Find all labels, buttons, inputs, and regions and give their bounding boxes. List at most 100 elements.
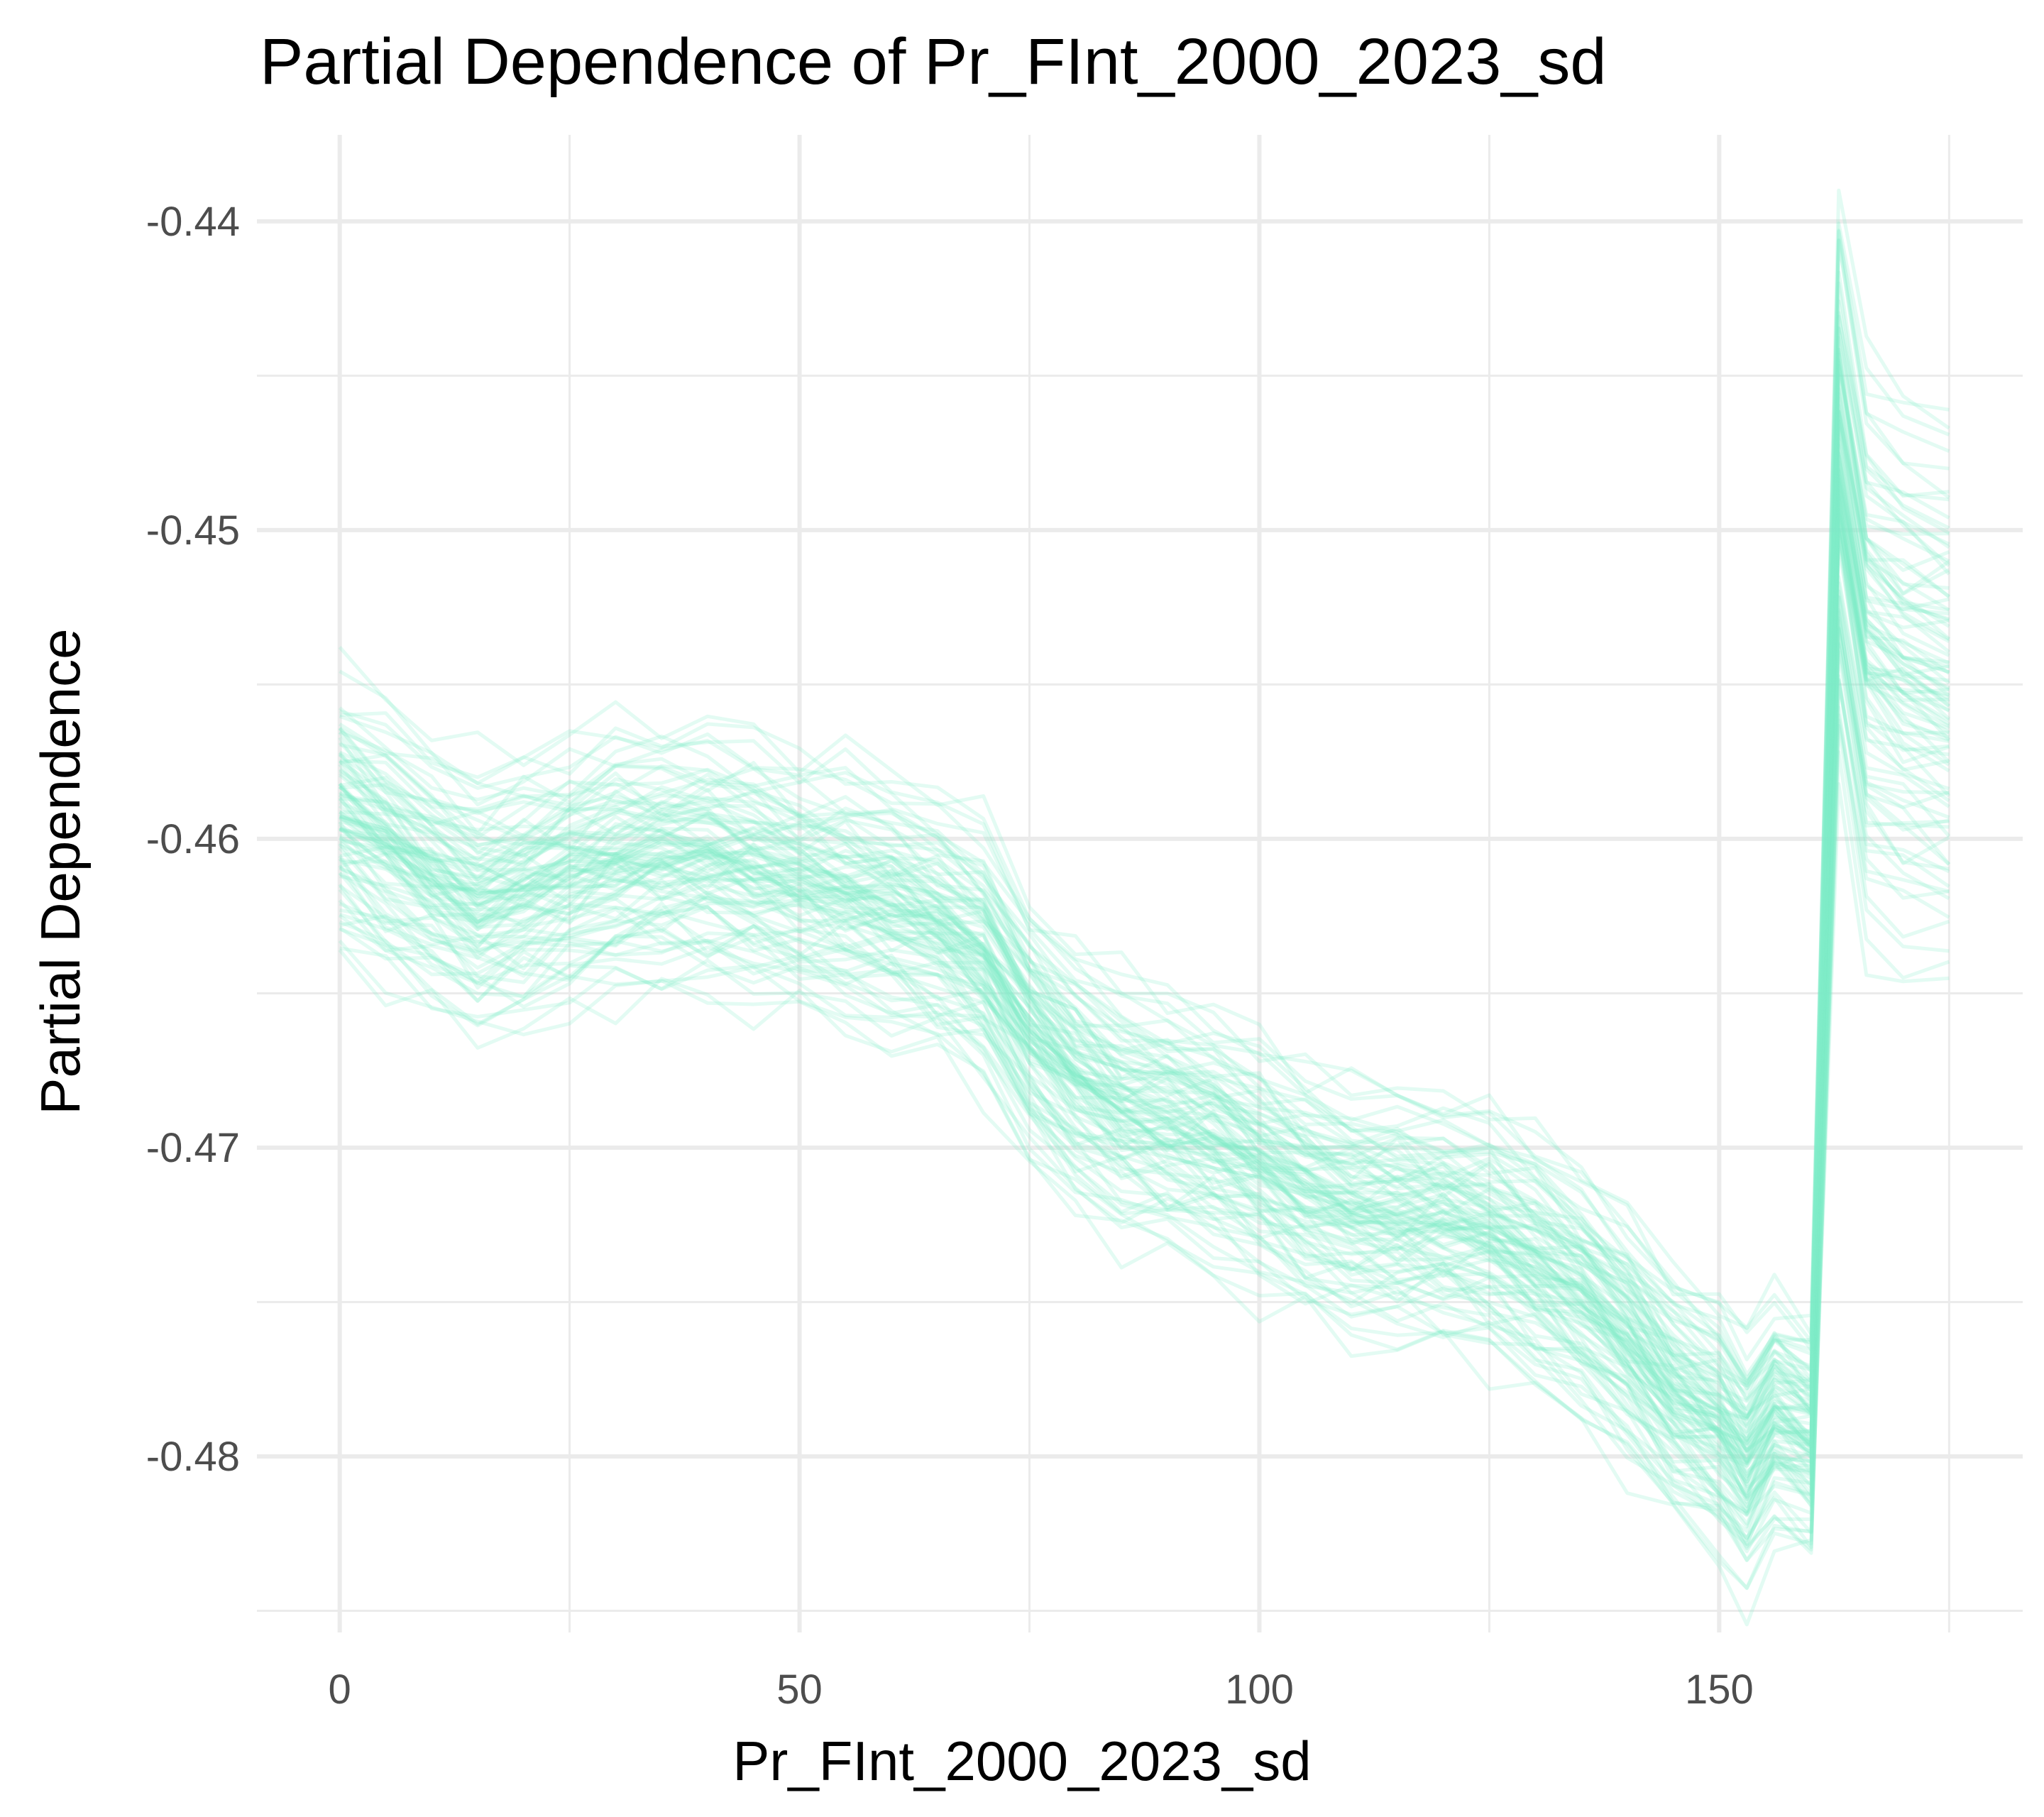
chart-title: Partial Dependence of Pr_FInt_2000_2023_… bbox=[260, 26, 1607, 98]
ice-curve-68 bbox=[339, 396, 1950, 1446]
ice-curve-38 bbox=[338, 493, 1950, 1508]
ice-curve-78 bbox=[339, 358, 1950, 1411]
ice-curve-57 bbox=[338, 463, 1950, 1443]
ice-curve-17 bbox=[338, 627, 1950, 1496]
ice-curve-53 bbox=[339, 454, 1950, 1464]
ice-curve-18 bbox=[339, 575, 1950, 1509]
ice-curve-54 bbox=[339, 478, 1950, 1446]
ice-curve-26 bbox=[339, 527, 1950, 1477]
y-axis-title: Partial Dependence bbox=[29, 628, 92, 1114]
ice-curve-89 bbox=[339, 299, 1950, 1385]
ice-curve-9 bbox=[339, 627, 1950, 1516]
ice-curve-31 bbox=[339, 529, 1950, 1491]
x-axis-tick-labels: 0 50 100 150 bbox=[328, 1667, 1753, 1713]
ice-curve-15 bbox=[338, 643, 1951, 1533]
ice-curve-64 bbox=[339, 451, 1950, 1421]
ice-curve-82 bbox=[338, 387, 1950, 1438]
ice-curve-88 bbox=[338, 326, 1950, 1420]
ice-curve-22 bbox=[339, 581, 1951, 1498]
ice-curve-8 bbox=[338, 679, 1950, 1540]
ice-curve-20 bbox=[339, 618, 1950, 1515]
ice-curve-97 bbox=[339, 221, 1950, 1336]
ice-curve-75 bbox=[339, 409, 1950, 1435]
ice-curve-10 bbox=[339, 674, 1950, 1554]
ice-curve-36 bbox=[339, 477, 1950, 1484]
x-tick-label-0: 0 bbox=[328, 1667, 351, 1713]
ice-curve-29 bbox=[339, 513, 1950, 1493]
ice-curve-72 bbox=[339, 404, 1950, 1420]
ice-curve-28 bbox=[338, 518, 1951, 1488]
ice-curve-42 bbox=[339, 493, 1950, 1484]
ice-curve-13 bbox=[339, 641, 1950, 1517]
ice-curve-23 bbox=[338, 589, 1950, 1505]
ice-curve-19 bbox=[339, 610, 1950, 1546]
ice-curve-67 bbox=[339, 438, 1950, 1419]
ice-curve-33 bbox=[339, 498, 1950, 1478]
ice-curve-14 bbox=[339, 608, 1950, 1526]
ice-curve-87 bbox=[339, 348, 1950, 1403]
ice-curve-61 bbox=[338, 415, 1950, 1456]
ice-curve-60 bbox=[339, 474, 1950, 1464]
ice-curve-90 bbox=[338, 326, 1950, 1388]
ice-curves bbox=[338, 188, 1951, 1627]
ice-curve-4 bbox=[339, 718, 1950, 1552]
ice-curve-83 bbox=[339, 336, 1950, 1390]
ice-curve-11 bbox=[339, 625, 1950, 1547]
ice-curve-27 bbox=[339, 536, 1950, 1513]
ice-curve-85 bbox=[338, 361, 1951, 1388]
ice-curve-76 bbox=[338, 373, 1950, 1428]
y-tick-label-3: -0.45 bbox=[146, 507, 240, 554]
ice-curve-56 bbox=[339, 441, 1950, 1464]
ice-curve-6 bbox=[338, 678, 1950, 1562]
ice-curve-66 bbox=[338, 426, 1950, 1421]
ice-curve-62 bbox=[338, 460, 1950, 1454]
ice-curve-86 bbox=[338, 311, 1950, 1388]
y-tick-label-1: -0.47 bbox=[146, 1125, 240, 1171]
ice-curve-84 bbox=[339, 363, 1950, 1400]
ice-curve-7 bbox=[339, 650, 1950, 1542]
ice-curve-92 bbox=[339, 314, 1950, 1398]
ice-curve-5 bbox=[339, 713, 1950, 1549]
ice-curve-65 bbox=[338, 419, 1950, 1434]
ice-curve-16 bbox=[338, 616, 1951, 1514]
ice-curve-43 bbox=[339, 512, 1950, 1466]
major-gridlines bbox=[257, 135, 2023, 1632]
ice-curve-21 bbox=[338, 595, 1950, 1529]
ice-curve-79 bbox=[339, 371, 1950, 1427]
y-tick-label-4: -0.44 bbox=[146, 199, 240, 245]
ice-curve-70 bbox=[339, 410, 1950, 1419]
minor-gridlines bbox=[257, 135, 2023, 1632]
ice-curve-32 bbox=[339, 527, 1950, 1500]
ice-curve-44 bbox=[339, 515, 1951, 1501]
ice-curve-99 bbox=[338, 188, 1950, 1351]
ice-curve-48 bbox=[339, 468, 1950, 1465]
ice-curve-3 bbox=[339, 724, 1950, 1591]
ice-curve-39 bbox=[339, 488, 1950, 1499]
ice-curve-35 bbox=[339, 528, 1950, 1468]
y-axis-tick-labels: -0.48 -0.47 -0.46 -0.45 -0.44 bbox=[146, 199, 240, 1480]
ice-curve-58 bbox=[339, 452, 1950, 1445]
ice-curve-40 bbox=[339, 507, 1950, 1478]
ice-curve-2 bbox=[339, 706, 1950, 1562]
ice-curve-59 bbox=[339, 467, 1950, 1453]
ice-curve-49 bbox=[338, 483, 1950, 1481]
ice-curve-37 bbox=[339, 518, 1950, 1446]
ice-curve-1 bbox=[338, 750, 1950, 1590]
ice-curve-52 bbox=[339, 480, 1950, 1443]
ice-curve-77 bbox=[338, 347, 1950, 1402]
ice-curve-63 bbox=[339, 468, 1950, 1459]
x-tick-label-1: 50 bbox=[776, 1667, 823, 1713]
ice-curve-94 bbox=[339, 238, 1950, 1382]
x-axis-title: Pr_FInt_2000_2023_sd bbox=[732, 1730, 1311, 1792]
ice-curve-25 bbox=[339, 544, 1950, 1469]
ice-curve-93 bbox=[338, 281, 1950, 1390]
y-tick-label-2: -0.46 bbox=[146, 816, 240, 862]
x-tick-label-2: 100 bbox=[1225, 1667, 1294, 1713]
ice-curve-55 bbox=[339, 474, 1950, 1459]
ice-curve-45 bbox=[338, 511, 1950, 1454]
ice-curve-51 bbox=[339, 496, 1950, 1452]
ice-curve-73 bbox=[339, 411, 1950, 1429]
x-tick-label-3: 150 bbox=[1685, 1667, 1754, 1713]
